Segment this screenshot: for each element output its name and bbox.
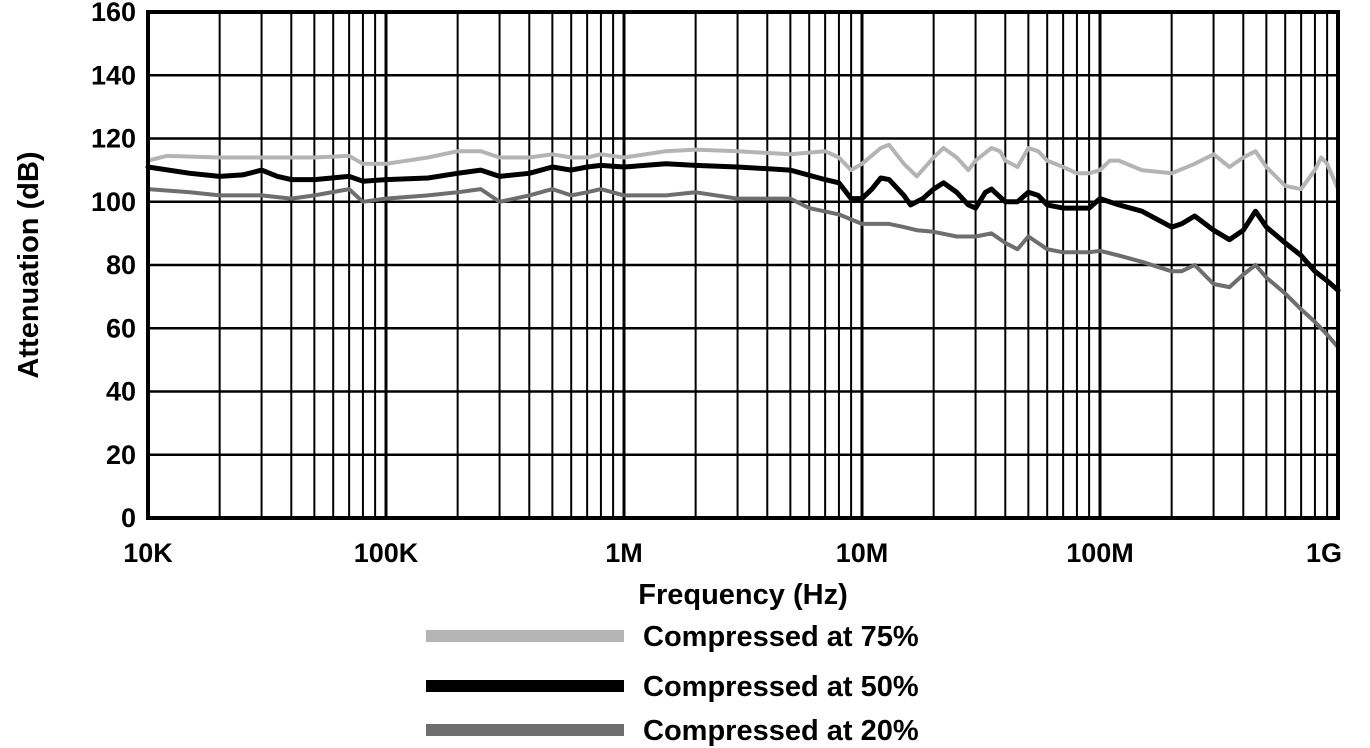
legend-label: Compressed at 75% (643, 621, 919, 653)
y-tick-label: 20 (106, 440, 136, 470)
y-tick-label: 80 (106, 250, 136, 280)
tick-labels: 0 20 40 60 80 100 120 140 160 10K 100K 1M 10M 100M 1G (91, 0, 1342, 568)
legend-swatch (426, 680, 624, 692)
y-tick-label: 140 (91, 60, 136, 90)
x-tick-label: 10M (836, 538, 889, 568)
x-tick-label: 1G (1306, 538, 1342, 568)
legend-swatch (426, 724, 624, 736)
x-tick-label: 100K (354, 538, 419, 568)
x-tick-label: 1M (605, 538, 643, 568)
legend: Compressed at 75% Compressed at 50% Compre… (426, 621, 919, 747)
y-tick-label: 160 (91, 0, 136, 27)
y-tick-label: 60 (106, 313, 136, 343)
legend-label: Compressed at 20% (643, 715, 919, 747)
series-line-compressed-at-50 (145, 161, 1341, 293)
y-tick-label: 40 (106, 377, 136, 407)
x-tick-label: 10K (123, 538, 173, 568)
x-axis-title: Frequency (Hz) (638, 579, 847, 611)
y-tick-label: 100 (91, 187, 136, 217)
legend-label: Compressed at 50% (643, 671, 919, 703)
series-layer (145, 142, 1341, 350)
y-tick-label: 0 (121, 503, 136, 533)
legend-swatch (426, 630, 624, 642)
grid (146, 10, 1338, 520)
y-tick-label: 120 (91, 124, 136, 154)
y-axis-title: Attenuation (dB) (13, 151, 45, 378)
series-line-compressed-at-20 (146, 187, 1340, 350)
series-line-compressed-at-75 (146, 142, 1340, 192)
x-tick-label: 100M (1066, 538, 1134, 568)
plot-frame (146, 10, 1340, 520)
